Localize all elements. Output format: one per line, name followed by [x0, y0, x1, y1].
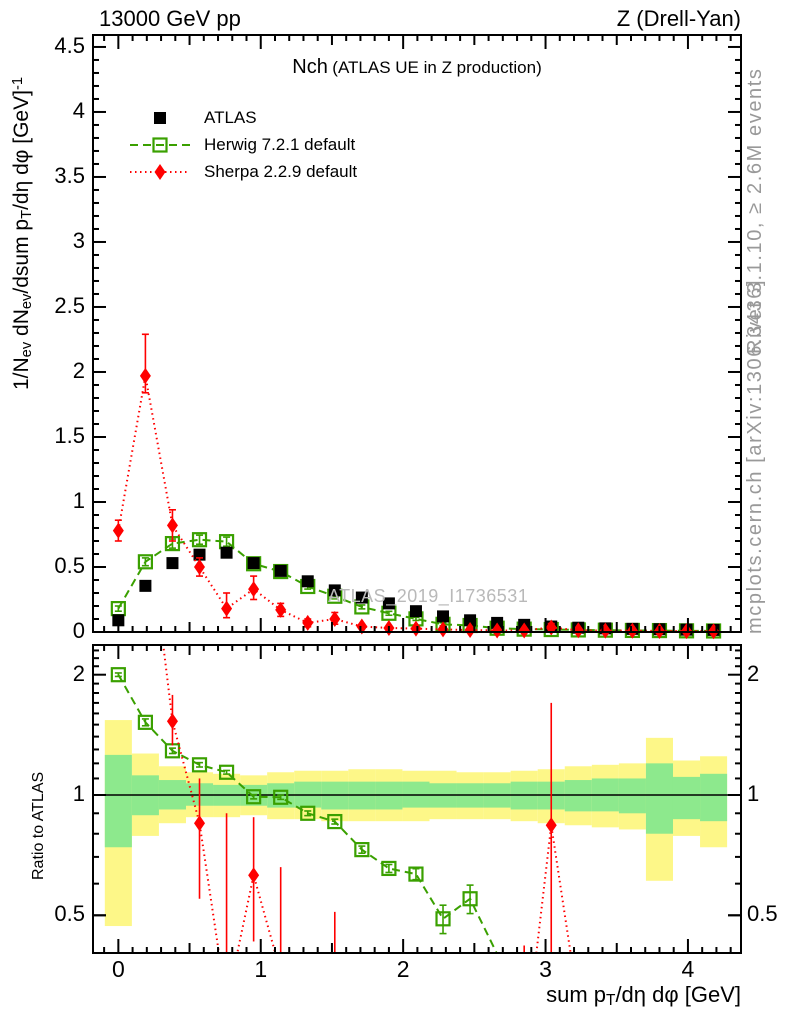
ratio-frame [92, 644, 742, 954]
ratio-y-tick-label-left: 0.5 [54, 901, 85, 927]
legend-item-sherpa: Sherpa 2.2.9 default [128, 158, 357, 185]
x-tick-label: 3 [539, 956, 552, 982]
legend-label: ATLAS [204, 107, 257, 127]
main-y-tick-label: 2.5 [54, 292, 85, 318]
legend-label: Herwig 7.2.1 default [204, 134, 356, 154]
ratio-y-tick-label-left: 1 [72, 781, 85, 806]
x-tick-label: 1 [254, 956, 268, 982]
observable-name: Nch [292, 56, 328, 78]
legend-item-herwig: Herwig 7.2.1 default [128, 131, 357, 158]
x-tick-label: 2 [396, 956, 410, 982]
sherpa-ratio [162, 645, 572, 953]
herwig-legend-marker [130, 136, 190, 153]
observable-title: Nch (ATLAS UE in Z production) [93, 56, 741, 79]
main-y-tick-label: 1 [72, 487, 85, 513]
x-tick-label: 0 [111, 956, 125, 982]
atlas-legend-marker [154, 111, 166, 124]
main-plot-svg [92, 34, 742, 640]
main-axis-ticks [93, 35, 741, 632]
main-y-tick-label: 4.5 [54, 32, 85, 58]
ratio-y-tick-label-left: 2 [72, 660, 85, 686]
observable-context: (ATLAS UE in Z production) [332, 58, 542, 77]
analysis-watermark: ATLAS_2019_I1736531 [328, 586, 529, 606]
uncertainty-bands [104, 720, 728, 927]
main-y-tick-label: 0.5 [54, 552, 85, 578]
ratio-y-tick-label-right: 2 [747, 660, 760, 686]
main-y-tick-label: 3 [72, 227, 85, 253]
main-y-axis-title: 1/Nev dNev/dsum pT/dη dφ [GeV]-1 [10, 76, 35, 390]
x-tick-label: 4 [681, 956, 695, 982]
sherpa-legend-marker [130, 163, 190, 180]
main-y-tick-label: 4 [72, 97, 85, 123]
ratio-y-tick-label-right: 0.5 [747, 901, 778, 927]
main-y-tick-label: 1.5 [54, 422, 85, 448]
main-y-tick-label: 0 [72, 618, 85, 643]
main-y-tick-label: 3.5 [54, 162, 85, 188]
main-frame [92, 34, 742, 633]
mcplots-arxiv-note: mcplots.cern.ch [arXiv:1306.3436] [744, 278, 766, 634]
herwig-ratio [110, 667, 498, 953]
beam-energy-title: 13000 GeV pp [99, 6, 241, 31]
legend-item-atlas: ATLAS [128, 104, 357, 131]
legend: ATLAS Herwig 7.2.1 default Sherpa 2.2.9 de… [128, 104, 357, 185]
ratio-y-tick-label-right: 1 [747, 781, 760, 806]
main-y-tick-label: 2 [72, 357, 85, 383]
ratio-plot-svg [92, 644, 742, 954]
atlas-series [112, 546, 720, 636]
legend-label: Sherpa 2.2.9 default [204, 161, 358, 181]
x-axis-title: sum pT/dη dφ [GeV] [546, 982, 741, 1010]
process-title: Z (Drell-Yan) [616, 6, 741, 31]
